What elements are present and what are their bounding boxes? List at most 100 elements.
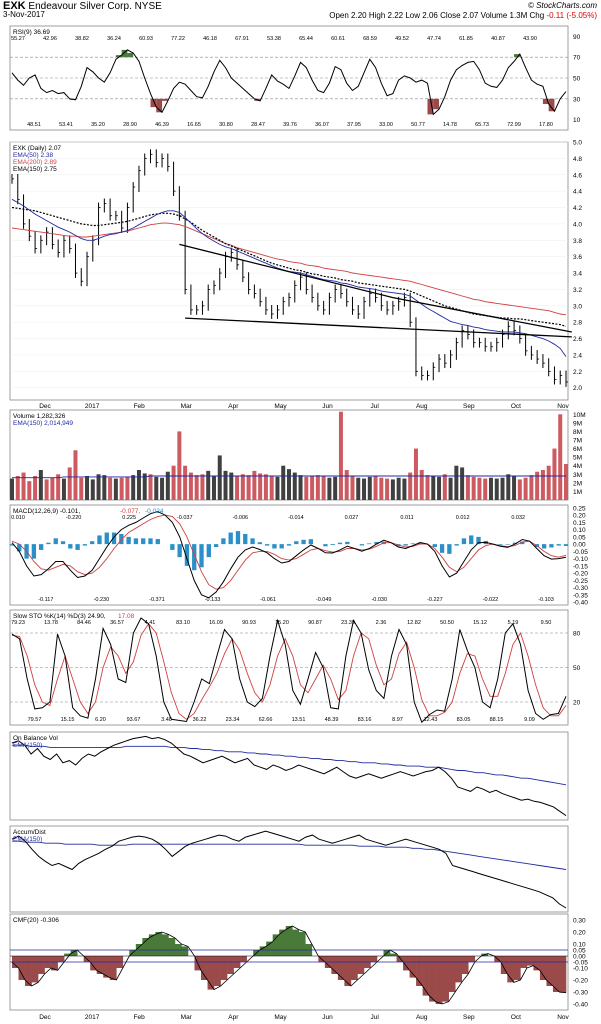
- cmf-area: [468, 956, 476, 962]
- volume-bar: [465, 475, 470, 500]
- stoch-value-label: 2.36: [376, 620, 387, 626]
- rsi-value-label: 35.20: [91, 122, 105, 128]
- volume-bar: [119, 477, 124, 500]
- volume-bar: [148, 474, 153, 500]
- volume-bar: [235, 476, 240, 500]
- cmf-area: [526, 956, 534, 966]
- rsi-value-label: 40.87: [491, 36, 505, 42]
- macd-histogram-bar: [359, 544, 365, 546]
- cmf-area: [298, 932, 306, 956]
- volume-bar: [160, 477, 165, 500]
- rsi-value-label: 28.90: [123, 122, 137, 128]
- volume-bar: [315, 475, 320, 500]
- rsi-tick-label: 70: [573, 55, 581, 62]
- volume-bar: [67, 467, 72, 500]
- macd-histogram-bar: [184, 544, 190, 566]
- stoch-value-label: 15.20: [275, 620, 289, 626]
- volume-tick-label: 9M: [573, 420, 582, 427]
- macd-legend-signal: -0.077,: [120, 508, 140, 515]
- rsi-value-label: 37.95: [347, 122, 361, 128]
- price-legend-item: EMA(200) 2.89: [13, 159, 57, 166]
- stoch-value-label: 9.50: [541, 620, 552, 626]
- cmf-tick-label: -0.20: [573, 978, 588, 985]
- price-tick-label: 4.8: [573, 156, 582, 163]
- macd-tick-label: 0.00: [573, 542, 586, 549]
- price-tick-label: 4.2: [573, 205, 582, 212]
- volume-bar: [362, 478, 367, 500]
- stoch-value-label: 83.05: [457, 717, 471, 723]
- cmf-area: [51, 956, 58, 971]
- volume-bar: [460, 467, 465, 500]
- volume-bar: [211, 476, 216, 500]
- rsi-overbought-fill: [514, 54, 520, 58]
- price-x-tick-label: May: [274, 403, 287, 410]
- rsi-overbought-fill: [121, 49, 128, 58]
- volume-bar: [477, 477, 482, 500]
- rsi-value-label: 39.76: [283, 122, 297, 128]
- rsi-value-label: 17.80: [539, 122, 553, 128]
- volume-bar: [529, 475, 534, 500]
- cmf-tick-label: -0.10: [573, 966, 588, 973]
- cmf-area: [435, 956, 443, 1004]
- stoch-value-label: 83.16: [358, 717, 372, 723]
- rsi-value-label: 30.80: [219, 122, 233, 128]
- macd-histogram-bar: [199, 544, 204, 568]
- price-tick-label: 2.8: [573, 320, 582, 327]
- price-x-tick-label: Aug: [416, 403, 428, 410]
- stoch-value-label: 50.50: [440, 620, 454, 626]
- price-x-tick-label: Jun: [322, 403, 333, 410]
- price-tick-label: 3.4: [573, 271, 582, 278]
- macd-tick-label: -0.40: [573, 600, 588, 607]
- macd-value-label: -0.006: [233, 515, 249, 521]
- volume-bar: [281, 465, 286, 500]
- macd-histogram-bar: [461, 538, 467, 545]
- macd-histogram-bar: [476, 536, 481, 545]
- ad-legend-item: EMA(150): [13, 836, 42, 843]
- rsi-value-label: 49.52: [395, 36, 409, 42]
- macd-histogram-bar: [301, 539, 306, 545]
- macd-tick-label: -0.20: [573, 571, 588, 578]
- macd-value-label: 0.012: [456, 515, 470, 521]
- ad-panel: [9, 825, 569, 913]
- cmf-tick-label: -0.30: [573, 990, 588, 997]
- rsi-value-label: 46.18: [203, 36, 217, 42]
- cmf-area: [181, 946, 189, 956]
- volume-tick-label: 4M: [573, 463, 582, 470]
- macd-histogram-bar: [549, 544, 554, 548]
- volume-bar: [131, 475, 136, 500]
- volume-bar: [252, 470, 257, 500]
- stoch-value-label: 5.19: [508, 620, 519, 626]
- cmf-x-tick-label: Aug: [416, 1014, 428, 1021]
- volume-tick-label: 5M: [573, 455, 582, 462]
- macd-histogram-bar: [82, 544, 88, 546]
- cmf-tick-label: 0.00: [573, 954, 586, 961]
- macd-value-label: -0.061: [260, 597, 276, 603]
- ad-legend-item: Accum/Dist: [13, 829, 46, 836]
- cmf-area: [272, 934, 280, 956]
- volume-bar: [229, 472, 234, 500]
- volume-bar: [292, 472, 297, 500]
- macd-histogram-bar: [330, 544, 335, 545]
- macd-histogram-bar: [213, 544, 219, 548]
- rsi-value-label: 36.07: [315, 122, 329, 128]
- cmf-tick-label: 0.20: [573, 930, 586, 937]
- volume-bar: [385, 478, 390, 500]
- stoch-value-label: 4.41: [145, 620, 156, 626]
- macd-histogram-bar: [308, 539, 314, 545]
- cmf-area: [161, 934, 169, 956]
- volume-bar: [304, 476, 309, 500]
- stoch-value-label: 79.57: [28, 717, 42, 723]
- volume-bar: [223, 470, 228, 500]
- rsi-value-label: 72.99: [507, 122, 521, 128]
- rsi-tick-label: 30: [573, 96, 581, 103]
- stoch-value-label: 6.20: [95, 717, 106, 723]
- stoch-legend-d: 17.08: [118, 613, 135, 620]
- rsi-oversold-fill: [433, 98, 440, 110]
- volume-bar: [200, 474, 205, 500]
- macd-histogram-bar: [432, 544, 437, 548]
- macd-histogram-bar: [97, 535, 102, 545]
- macd-histogram-bar: [272, 544, 277, 549]
- macd-histogram-bar: [192, 544, 197, 571]
- rsi-legend: RSI(9) 36.69: [13, 29, 50, 36]
- rsi-oversold-fill: [150, 98, 157, 108]
